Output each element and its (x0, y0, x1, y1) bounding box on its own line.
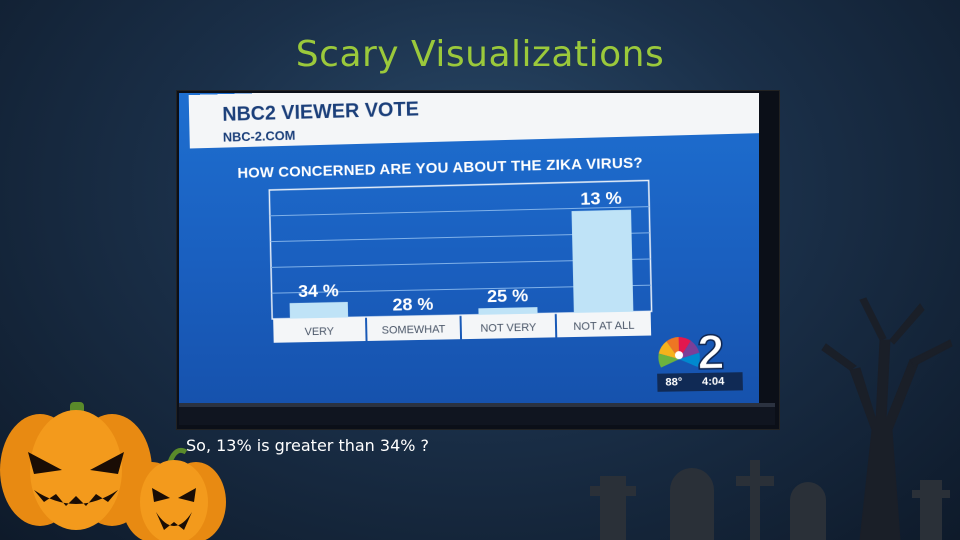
category-label: SOMEWHAT (382, 323, 446, 336)
pumpkins-decoration (0, 390, 240, 540)
bar-not-very (478, 307, 537, 315)
value-label: 34 % (298, 280, 339, 301)
value-label: 25 % (487, 285, 529, 306)
value-label: 28 % (392, 294, 433, 315)
value-label: 13 % (580, 188, 622, 209)
bar-very (290, 302, 349, 319)
category-label: NOT VERY (480, 322, 537, 335)
slide-title: Scary Visualizations (0, 34, 960, 75)
graveyard-decoration (560, 280, 960, 540)
category-label: VERY (305, 326, 335, 339)
